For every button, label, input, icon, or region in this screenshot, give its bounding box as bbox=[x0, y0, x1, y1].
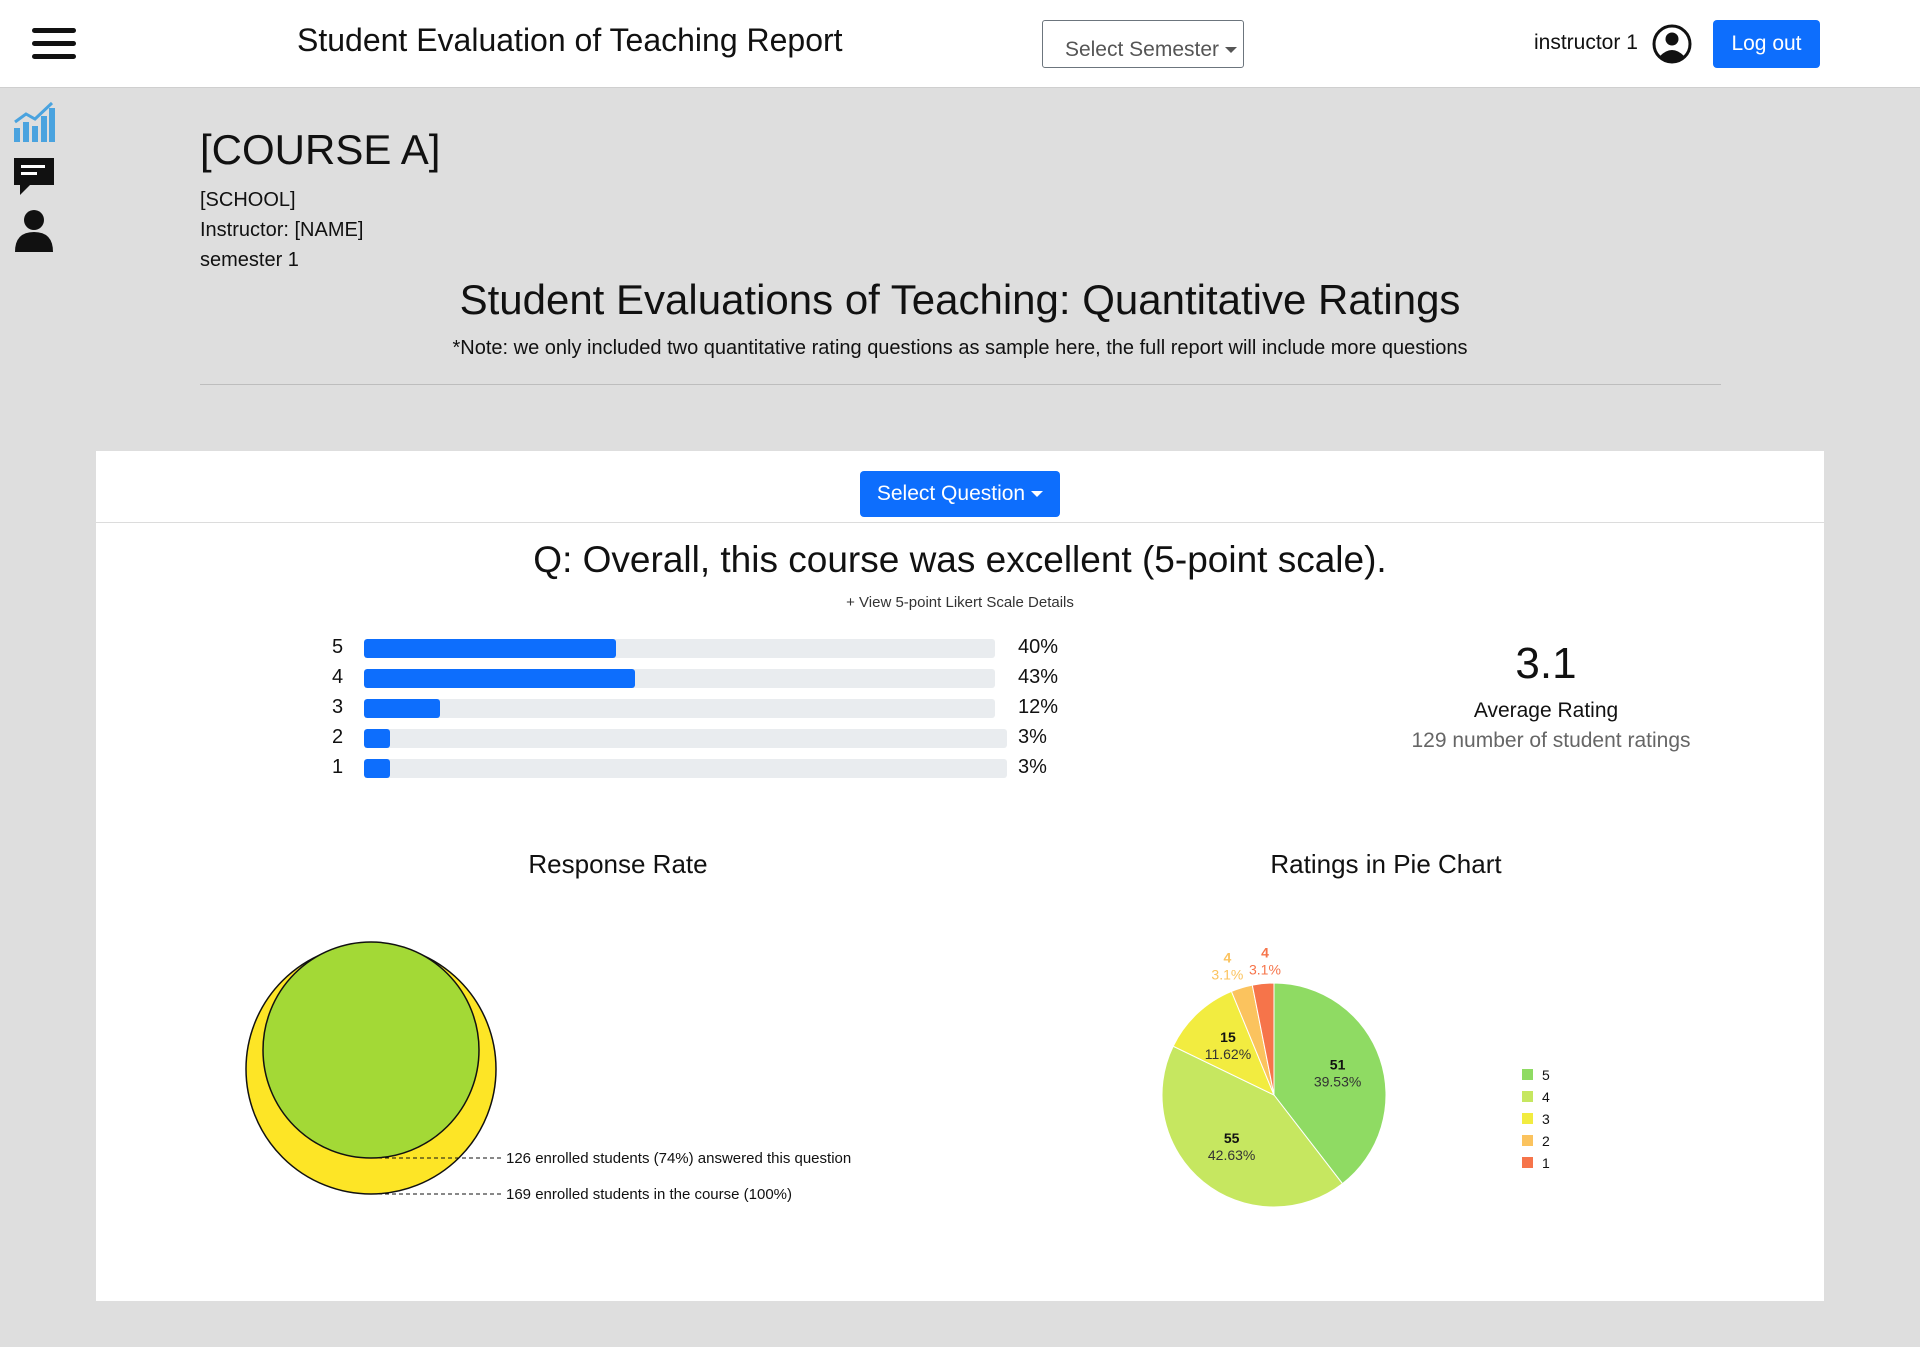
pie-legend-swatch bbox=[1522, 1091, 1533, 1102]
pie-legend-swatch bbox=[1522, 1135, 1533, 1146]
pie-legend-item: 4 bbox=[1522, 1089, 1550, 1105]
pie-legend-label: 4 bbox=[1542, 1089, 1550, 1105]
instructor-name: Instructor: [NAME] bbox=[200, 219, 364, 241]
pie-legend-label: 3 bbox=[1542, 1111, 1550, 1127]
pie-percent-label: 42.63% bbox=[1208, 1147, 1255, 1163]
pie-slice-1 bbox=[1251, 982, 1275, 1096]
pie-legend-label: 5 bbox=[1542, 1067, 1550, 1083]
pie-slice-3 bbox=[1172, 990, 1275, 1097]
pie-legend-swatch bbox=[1522, 1113, 1533, 1124]
enrolled-label: 169 enrolled students in the course (100… bbox=[506, 1186, 792, 1203]
pie-count-label: 4 bbox=[1261, 945, 1269, 961]
rating-bar-track bbox=[364, 639, 995, 658]
rating-bar-label: 2 bbox=[332, 726, 344, 748]
user-circle-icon[interactable] bbox=[1652, 24, 1692, 64]
pie-percent-label: 3.1% bbox=[1249, 962, 1281, 978]
select-question-dropdown[interactable]: Select Question bbox=[860, 471, 1060, 517]
caret-down-icon bbox=[1031, 491, 1044, 498]
question-text: Q: Overall, this course was excellent (5… bbox=[533, 539, 1387, 580]
course-name: [COURSE A] bbox=[200, 126, 441, 173]
caret-down-icon bbox=[1225, 46, 1238, 53]
average-rating-label: Average Rating bbox=[1473, 699, 1619, 722]
select-question-label: Select Question bbox=[876, 482, 1026, 505]
pie-count-label: 15 bbox=[1220, 1029, 1236, 1045]
pie-count-label: 55 bbox=[1224, 1130, 1240, 1146]
pie-slice-4 bbox=[1161, 1045, 1344, 1208]
rating-bar-percent: 43% bbox=[1018, 666, 1059, 688]
semester-label: semester 1 bbox=[200, 249, 299, 271]
pie-legend-item: 2 bbox=[1522, 1133, 1550, 1149]
question-panel: Select Question Q: Overall, this course … bbox=[96, 451, 1824, 1301]
rating-bar-row: 5 40% bbox=[96, 634, 1824, 664]
pie-legend-item: 5 bbox=[1522, 1067, 1550, 1083]
rating-bar-track bbox=[364, 669, 995, 688]
person-icon[interactable] bbox=[12, 208, 56, 252]
likert-details-link[interactable]: + View 5-point Likert Scale Details bbox=[846, 594, 1074, 611]
logout-button[interactable]: Log out bbox=[1713, 20, 1820, 68]
pie-count-label: 51 bbox=[1330, 1056, 1346, 1072]
rating-bar-track bbox=[364, 759, 1007, 778]
rating-bar-row: 4 43% bbox=[96, 664, 1824, 694]
pie-percent-label: 11.62% bbox=[1205, 1046, 1251, 1062]
select-semester-dropdown[interactable]: Select Semester bbox=[1042, 20, 1244, 68]
pie-chart-title: Ratings in Pie Chart bbox=[1270, 849, 1502, 879]
divider bbox=[200, 384, 1721, 385]
comment-icon[interactable] bbox=[12, 155, 56, 199]
rating-bar-fill bbox=[364, 699, 440, 718]
pie-legend-label: 2 bbox=[1542, 1133, 1550, 1149]
pie-legend-item: 1 bbox=[1522, 1155, 1550, 1171]
top-bar: Student Evaluation of Teaching Report Se… bbox=[0, 0, 1920, 88]
page-title: Student Evaluations of Teaching: Quantit… bbox=[459, 276, 1461, 323]
pie-legend-swatch bbox=[1522, 1069, 1533, 1080]
response-rate-chart: 126 enrolled students (74%) answered thi… bbox=[245, 941, 851, 1203]
rating-bar-row: 2 3% bbox=[96, 724, 1824, 754]
average-rating-value: 3.1 bbox=[1515, 639, 1577, 688]
page-note: *Note: we only included two quantitative… bbox=[452, 337, 1468, 359]
pie-slice-5 bbox=[1273, 982, 1387, 1185]
user-name: instructor 1 bbox=[1534, 31, 1638, 54]
rating-bar-label: 4 bbox=[332, 666, 344, 688]
rating-bar-percent: 12% bbox=[1018, 696, 1059, 718]
hamburger-menu-icon[interactable] bbox=[32, 28, 76, 60]
rating-bar-fill bbox=[364, 639, 617, 658]
panel-header: Select Question bbox=[96, 451, 1824, 523]
pie-legend-item: 3 bbox=[1522, 1111, 1550, 1127]
pie-percent-label: 3.1% bbox=[1211, 967, 1243, 983]
pie-percent-label: 39.53% bbox=[1314, 1073, 1361, 1089]
rating-bar-percent: 40% bbox=[1018, 636, 1059, 658]
rating-bar-row: 3 12% bbox=[96, 694, 1824, 724]
response-rate-title: Response Rate bbox=[528, 849, 708, 879]
rating-bar-label: 3 bbox=[332, 696, 344, 718]
rating-bar-row: 1 3% bbox=[96, 754, 1824, 784]
select-semester-label: Select Semester bbox=[1064, 37, 1220, 61]
rating-bar-fill bbox=[364, 759, 390, 778]
rating-bar-percent: 3% bbox=[1018, 726, 1047, 748]
rating-bar-fill bbox=[364, 729, 390, 748]
bar-chart-icon[interactable] bbox=[12, 100, 56, 144]
answered-label: 126 enrolled students (74%) answered thi… bbox=[506, 1150, 851, 1167]
rating-bar-label: 1 bbox=[332, 756, 344, 778]
answered-circle bbox=[262, 941, 480, 1159]
pie-legend-swatch bbox=[1522, 1157, 1533, 1168]
app-title: Student Evaluation of Teaching Report bbox=[297, 22, 843, 58]
rating-count: 129 number of student ratings bbox=[1411, 729, 1691, 752]
pie-legend-label: 1 bbox=[1542, 1155, 1550, 1171]
rating-bar-track bbox=[364, 729, 1007, 748]
school-name: [SCHOOL] bbox=[200, 189, 296, 211]
pie-count-label: 4 bbox=[1223, 950, 1231, 966]
rating-bar-track bbox=[364, 699, 995, 718]
rating-bar-fill bbox=[364, 669, 636, 688]
rating-bar-percent: 3% bbox=[1018, 756, 1047, 778]
rating-bar-label: 5 bbox=[332, 636, 344, 658]
